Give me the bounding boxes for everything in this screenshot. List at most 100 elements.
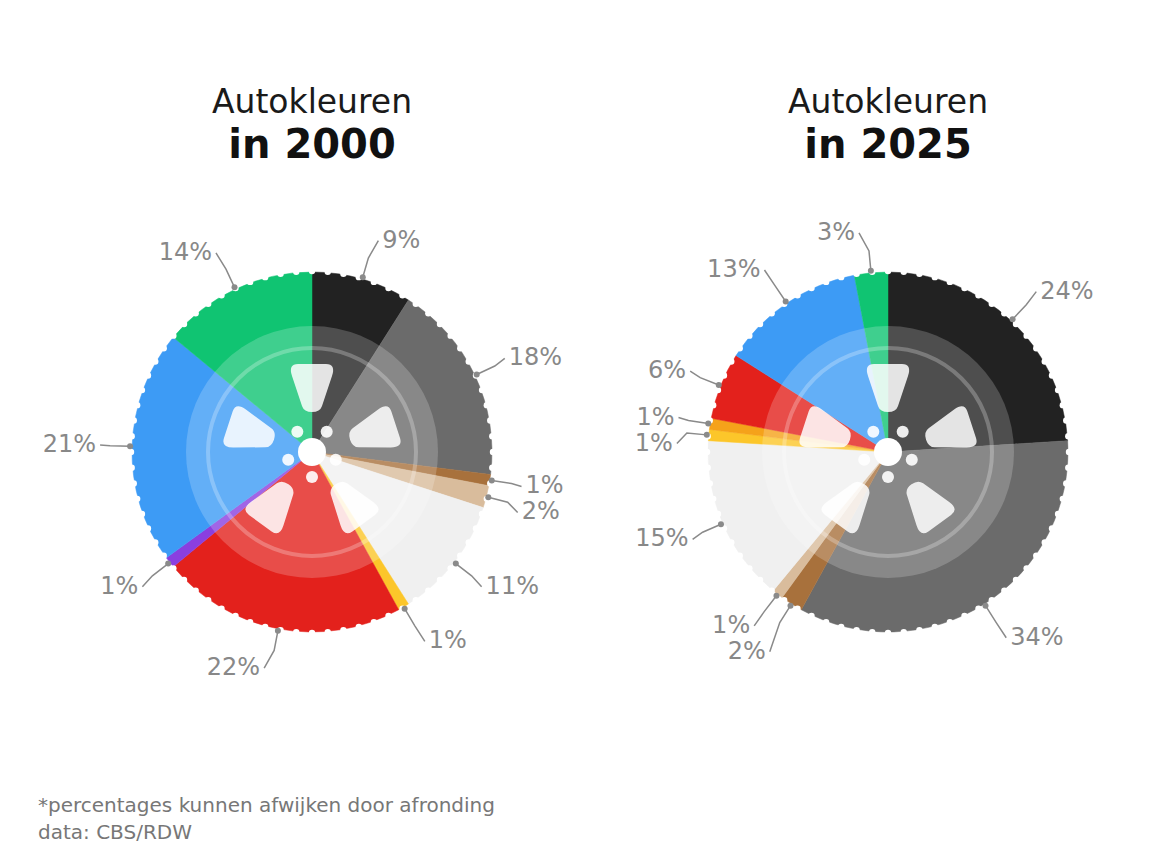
leader-dot [127, 443, 133, 449]
data-label: 1% [712, 611, 750, 639]
tread-notch [721, 372, 727, 378]
tread-notch [161, 553, 167, 559]
tread-notch [728, 358, 734, 364]
leader-dot [474, 372, 480, 378]
leader-line [1013, 292, 1037, 320]
leader-line [690, 371, 719, 385]
tread-notch [961, 613, 967, 619]
tread-notch [916, 627, 922, 633]
canvas: Autokleurenin 20009%18%1%2%11%1%22%1%21%… [0, 0, 1152, 864]
leader-line [678, 418, 708, 424]
tread-notch [437, 321, 443, 327]
tread-notch [161, 345, 167, 351]
chart-title: Autokleuren [212, 82, 412, 121]
tread-notch [447, 332, 453, 338]
tread-notch [853, 271, 859, 277]
tread-notch [916, 271, 922, 277]
rim-ring [784, 348, 992, 556]
tread-notch [1023, 332, 1029, 338]
tread-notch [1049, 525, 1055, 531]
tread-notch [128, 433, 134, 439]
data-labels: 24%34%2%1%15%1%1%6%13%3% [635, 218, 1094, 665]
tread-notch [356, 624, 362, 630]
chart-subtitle: in 2000 [228, 121, 395, 167]
hub [874, 438, 902, 466]
tread-notch [247, 279, 253, 285]
bolt [897, 426, 909, 438]
slices [132, 272, 492, 632]
bolt [306, 471, 318, 483]
tread-notch [309, 630, 315, 636]
leader-line [100, 445, 130, 446]
tread-notch [838, 274, 844, 280]
tread-notch [131, 417, 137, 423]
tread-notch [768, 310, 774, 316]
tread-notch [232, 613, 238, 619]
leader-dot [718, 521, 724, 527]
rim [762, 326, 1014, 578]
spoke-hole [344, 405, 403, 460]
leader-line [677, 433, 707, 444]
rim [186, 326, 438, 578]
tread-notch [134, 402, 140, 408]
leader-line [492, 480, 522, 486]
leader-dot [868, 268, 874, 274]
data-label: 18% [509, 343, 562, 371]
data-label: 34% [1010, 623, 1063, 651]
tread-notch [1001, 587, 1007, 593]
tread-notch [794, 606, 800, 612]
tread-notch [757, 321, 763, 327]
tread-notch [232, 285, 238, 291]
tread-notch [385, 285, 391, 291]
leader-dot [773, 593, 779, 599]
data-label: 2% [522, 497, 560, 525]
tread-notch [139, 511, 145, 517]
leader-line [770, 606, 791, 652]
tread-notch [932, 274, 938, 280]
leader-dot [704, 432, 710, 438]
tread-notch [1033, 553, 1039, 559]
tread-notch [385, 613, 391, 619]
tread-notch [399, 292, 405, 298]
data-label: 1% [636, 403, 674, 431]
tire-tread [128, 268, 496, 636]
tread-notch [218, 292, 224, 298]
tread-notch [489, 433, 495, 439]
chart-title: Autokleuren [788, 82, 988, 121]
leader-dot [453, 561, 459, 567]
tread-notch [325, 629, 331, 635]
tread-notch [710, 496, 716, 502]
pie-chart: Autokleurenin 2000 9%18%1%2%11%1%22%1%21%… [43, 82, 564, 681]
leader-line [764, 270, 785, 301]
tread-notch [293, 629, 299, 635]
tread-notch [885, 268, 891, 274]
tread-notch [1023, 565, 1029, 571]
tread-notch [1001, 310, 1007, 316]
bolt [906, 454, 918, 466]
tread-notch [247, 619, 253, 625]
tread-notch [1065, 465, 1071, 471]
bolt [882, 471, 894, 483]
tread-notch [466, 539, 472, 545]
tread-notch [975, 606, 981, 612]
tread-notch [340, 271, 346, 277]
tread-notch [715, 511, 721, 517]
tread-notch [145, 525, 151, 531]
tread-notch [947, 619, 953, 625]
tread-notch [262, 274, 268, 280]
data-label: 21% [43, 430, 96, 458]
bolt [330, 454, 342, 466]
data-label: 3% [817, 218, 855, 246]
tread-notch [961, 285, 967, 291]
tread-notch [869, 629, 875, 635]
leader-dot [402, 606, 408, 612]
tread-notch [932, 624, 938, 630]
tread-notch [340, 627, 346, 633]
tread-notch [746, 332, 752, 338]
tread-notch [794, 292, 800, 298]
data-labels: 9%18%1%2%11%1%22%1%21%14% [43, 226, 564, 681]
bolt [291, 426, 303, 438]
tread-notch [145, 372, 151, 378]
tread-notch [947, 279, 953, 285]
bolt [321, 426, 333, 438]
